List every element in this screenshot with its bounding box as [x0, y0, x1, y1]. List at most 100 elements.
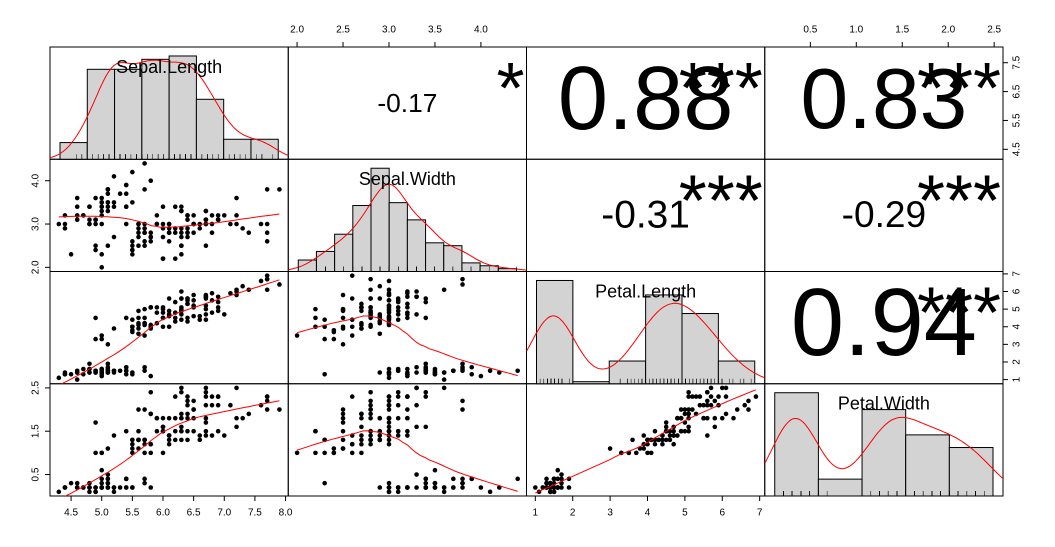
scatter-point [395, 394, 401, 399]
y-tick-label: 6.5 [1012, 84, 1023, 98]
scatter-point [62, 372, 68, 377]
scatter-point [62, 226, 68, 231]
scatter-point [185, 415, 190, 421]
scatter-point [731, 415, 736, 421]
scatter-point [551, 476, 557, 482]
scatter-point [166, 324, 172, 330]
scatter-point [179, 428, 184, 434]
scatter-point [179, 389, 184, 395]
scatter-point [349, 333, 355, 338]
x-tick-label: 5.0 [95, 508, 109, 519]
scatter-point [136, 234, 141, 240]
y-tick-label: 5.5 [1012, 113, 1023, 127]
scatter-point [423, 389, 429, 395]
scatter-point [675, 433, 680, 438]
scatter-point [56, 375, 62, 381]
scatter-point [130, 239, 135, 244]
scatter-point [148, 178, 154, 184]
scatter-point [716, 394, 721, 399]
scatter-point [395, 299, 401, 305]
scatter-point [395, 312, 401, 317]
histogram-bar [86, 68, 116, 160]
scatter-point [191, 213, 196, 218]
scatter-point [515, 476, 520, 482]
scatter-point [130, 372, 135, 377]
scatter-point [185, 301, 190, 307]
scatter-point [203, 243, 209, 248]
scatter-point [705, 398, 710, 404]
scatter-point [68, 480, 74, 486]
scatter-point [99, 467, 105, 473]
scatter-point [105, 243, 111, 248]
scatter-point [93, 489, 98, 495]
scatter-point [203, 294, 209, 300]
x-tick-label: 5.5 [125, 508, 139, 519]
scatter-point [160, 204, 166, 210]
scatter-point [166, 433, 172, 438]
scatter-point [423, 368, 429, 374]
scatter-point [99, 450, 105, 456]
scatter-point [68, 252, 74, 257]
scatter-point [478, 485, 484, 490]
scatter-point [172, 319, 178, 324]
scatter-point [123, 372, 129, 377]
variable-name: Sepal.Width [359, 169, 456, 189]
scatter-point [395, 317, 401, 322]
scatter-point [130, 441, 135, 447]
smooth-line [58, 213, 280, 228]
scatter-point [185, 234, 190, 240]
x-tick-label: 4 [645, 508, 651, 519]
scatter-point [179, 385, 184, 391]
scatter-point [386, 305, 392, 310]
scatter-point [423, 480, 429, 486]
scatter-point [414, 424, 419, 430]
scatter-point [667, 433, 673, 438]
scatter-point [386, 480, 392, 486]
scatter-point [359, 305, 364, 310]
density-curve [288, 183, 527, 271]
scatter-point [130, 247, 135, 253]
scatter-point [359, 437, 364, 443]
scatter-point [203, 394, 209, 399]
scatter-point [405, 415, 410, 421]
scatter-point [240, 415, 245, 421]
scatter-point [179, 226, 184, 231]
scatter-point [203, 385, 209, 391]
density-curve [50, 59, 289, 159]
scatter-point [460, 480, 465, 486]
scatter-point [74, 377, 80, 382]
scatter-point [130, 252, 135, 257]
y-tick-label: 5 [1012, 306, 1023, 312]
scatter-point [203, 420, 209, 425]
scatter-point [191, 398, 196, 404]
significance-stars: *** [679, 161, 763, 241]
scatter-point [432, 467, 438, 473]
x-tick-label: 6.5 [187, 508, 201, 519]
scatter-point [142, 322, 147, 328]
y-tick-label: 4.0 [31, 173, 42, 187]
scatter-point [111, 174, 117, 179]
scatter-point [123, 221, 129, 227]
scatter-point [99, 333, 105, 338]
x-tick-label: 7 [757, 508, 763, 519]
scatter-point [660, 437, 665, 443]
scatter-point [395, 415, 401, 421]
scatter-point [663, 420, 669, 425]
scatter-point [671, 433, 676, 438]
y-tick-label: 2.0 [31, 260, 42, 274]
scatter-point [395, 402, 401, 408]
y-tick-label: 3 [1012, 341, 1023, 347]
x-tick-label: 7.5 [248, 508, 262, 519]
scatter-point [191, 230, 196, 235]
scatter-point [719, 415, 725, 421]
scatter-point [105, 480, 111, 486]
scatter-point [99, 208, 105, 214]
scatter-point [641, 446, 647, 451]
scatter-point [451, 368, 456, 374]
scatter-point [215, 217, 221, 223]
scatter-point [441, 287, 447, 293]
scatter-point [209, 213, 215, 218]
scatter-point [136, 230, 141, 235]
scatter-point [414, 289, 419, 294]
scatter-point [105, 200, 111, 205]
